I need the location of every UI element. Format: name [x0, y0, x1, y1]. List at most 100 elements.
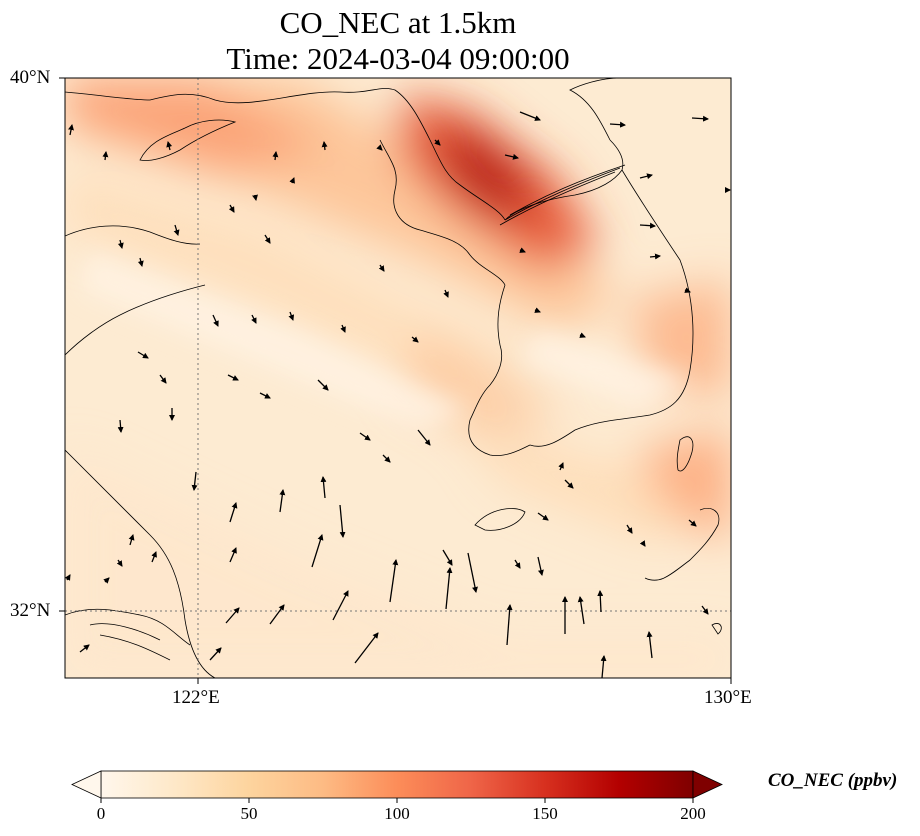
wind-vector-arrow — [639, 173, 653, 180]
wind-vector-arrow — [339, 504, 346, 538]
wind-vector-arrow — [259, 392, 271, 399]
wind-vector-arrow — [354, 632, 379, 664]
wind-vector-arrow — [272, 151, 279, 161]
wind-vector-arrow — [579, 332, 586, 338]
wind-vector-arrow — [537, 556, 544, 576]
wind-vector-arrow — [191, 471, 198, 491]
wind-vector-arrow — [359, 432, 371, 441]
wind-vector-arrow — [117, 419, 124, 433]
wind-vector-arrow — [317, 379, 329, 391]
wind-vector-arrow — [600, 655, 607, 678]
wind-vector-arrow — [166, 141, 173, 151]
x-tick-label-left: 122°E — [172, 687, 220, 708]
axis-ticks — [59, 77, 732, 684]
wind-vector-arrow — [639, 540, 646, 547]
wind-vector-arrow — [382, 454, 391, 463]
wind-vector-arrow — [269, 604, 285, 625]
wind-vector-arrow — [514, 559, 521, 569]
wind-vector-arrow — [212, 314, 219, 327]
wind-vector-arrow — [558, 462, 564, 471]
wind-vector-arrow — [279, 489, 286, 513]
wind-vector-arrow — [684, 287, 691, 293]
colorbar — [71, 770, 723, 803]
wind-vector-arrow — [128, 534, 135, 546]
map-frame — [64, 77, 732, 679]
wind-vector-arrow — [173, 224, 180, 236]
wind-vector-arrow — [65, 574, 71, 581]
colorbar-extend-high — [692, 770, 723, 799]
wind-vector-arrow — [79, 644, 90, 653]
wind-vector-arrow — [227, 374, 239, 381]
wind-vector-arrow — [609, 121, 626, 128]
wind-vector-arrow — [639, 222, 656, 229]
wind-vector-arrow — [311, 534, 324, 568]
wind-vector-arrow — [691, 115, 709, 122]
wind-vector-arrow — [288, 311, 295, 321]
wind-vector-arrow — [252, 194, 258, 201]
wind-vector-arrow — [506, 604, 513, 646]
wind-vector-arrow — [577, 596, 585, 625]
wind-vector-arrow — [534, 307, 541, 313]
wind-vector-arrow — [504, 153, 519, 160]
map-panel — [65, 78, 731, 678]
wind-vector-arrow — [209, 647, 222, 661]
wind-vector-arrow — [417, 429, 431, 446]
x-tick-label-right: 130°E — [704, 687, 752, 708]
gridlines — [65, 78, 731, 678]
wind-vector-arrow — [564, 479, 574, 489]
wind-vector-arrow — [376, 144, 383, 151]
wind-vector-arrow — [688, 519, 697, 527]
colorbar-label: CO_NEC (ppbv) — [768, 770, 898, 791]
y-tick-label-top: 40°N — [10, 67, 51, 88]
concentration-field — [65, 78, 731, 678]
wind-vector-arrow — [229, 502, 238, 523]
clean-air-band — [80, 250, 690, 430]
wind-vector-arrow — [537, 512, 549, 521]
wind-vector-arrow — [137, 351, 149, 359]
colorbar-tick-label: 0 — [96, 804, 106, 823]
wind-vector-arrow — [445, 567, 453, 610]
wind-vector-arrow — [225, 607, 240, 624]
wind-vector-arrow — [434, 139, 441, 146]
wind-vector-arrow — [646, 631, 653, 659]
wind-vector-arrow — [467, 552, 478, 593]
wind-vectors — [65, 111, 731, 678]
wind-vector-arrow — [68, 124, 74, 136]
colorbar-tick-label: 100 — [384, 804, 410, 823]
wind-vector-arrow — [442, 549, 453, 566]
wind-vector-arrow — [519, 247, 526, 253]
wind-vector-arrow — [649, 253, 661, 260]
y-tick-label-bottom: 32°N — [10, 600, 51, 621]
wind-vector-arrow — [137, 257, 144, 267]
wind-vector-arrow — [332, 590, 349, 621]
wind-vector-arrow — [159, 374, 167, 384]
wind-vector-arrow — [289, 177, 295, 184]
wind-vector-arrow — [102, 151, 109, 161]
wind-vector-arrow — [597, 590, 604, 613]
wind-vector-arrow — [251, 314, 257, 324]
plot-title: CO_NEC at 1.5km — [279, 5, 517, 40]
wind-vector-arrow — [626, 524, 633, 534]
colorbar-tick-label: 150 — [532, 804, 558, 823]
wind-vector-arrow — [443, 289, 449, 298]
wind-vector-arrow — [389, 559, 399, 603]
colorbar-tick-label: 200 — [680, 804, 706, 823]
wind-vector-arrow — [103, 577, 110, 584]
wind-vector-arrow — [264, 234, 271, 244]
wind-vector-arrow — [117, 239, 124, 249]
wind-vector-arrow — [340, 324, 346, 333]
wind-vector-arrow — [321, 141, 328, 151]
colorbar-body — [100, 770, 694, 799]
coastlines — [65, 78, 722, 678]
colorbar-tick-label: 50 — [240, 804, 258, 823]
wind-vector-arrow — [519, 111, 541, 121]
wind-vector-arrow — [320, 476, 327, 499]
colorbar-extend-low — [71, 770, 102, 799]
wind-vector-arrow — [229, 547, 237, 563]
plot-subtitle-time: Time: 2024-03-04 09:00:00 — [226, 41, 570, 76]
wind-vector-arrow — [116, 559, 123, 567]
wind-vector-arrow — [228, 204, 235, 213]
wind-vector-arrow — [151, 551, 157, 563]
wind-vector-arrow — [701, 605, 709, 615]
